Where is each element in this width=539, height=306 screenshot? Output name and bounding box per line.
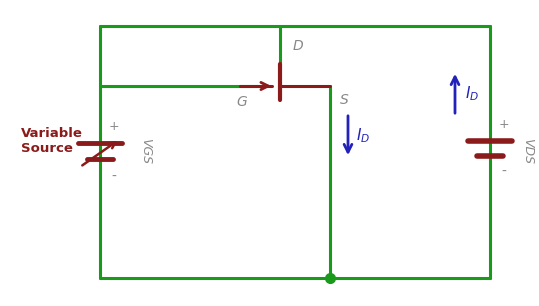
Text: -: -	[112, 170, 116, 184]
Text: -: -	[502, 165, 507, 179]
Text: +: +	[109, 121, 119, 133]
Text: S: S	[340, 93, 348, 107]
Text: +: +	[499, 118, 509, 132]
Text: Variable
Source: Variable Source	[21, 127, 83, 155]
Text: $I_D$: $I_D$	[465, 85, 479, 103]
Text: D: D	[293, 39, 303, 53]
Text: VGS: VGS	[140, 138, 153, 164]
Text: VDS: VDS	[522, 138, 535, 164]
Text: $I_D$: $I_D$	[356, 127, 370, 145]
Text: G: G	[237, 95, 247, 109]
